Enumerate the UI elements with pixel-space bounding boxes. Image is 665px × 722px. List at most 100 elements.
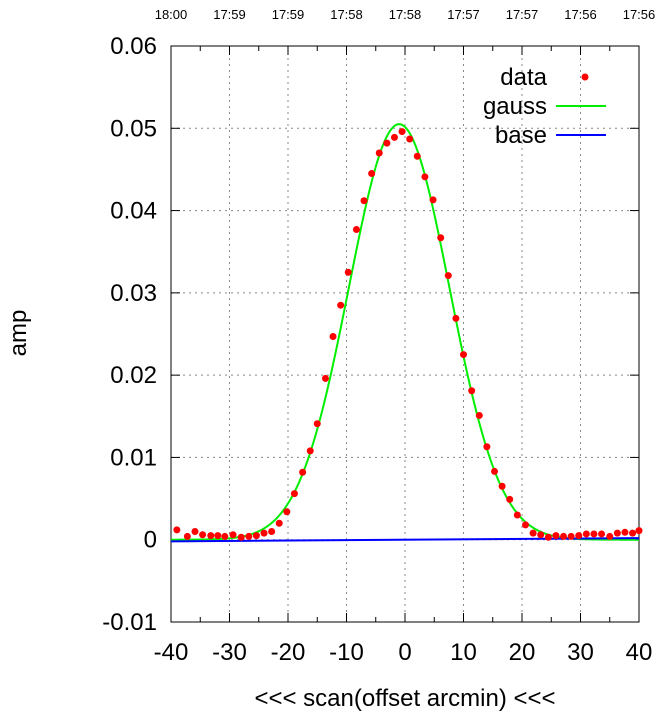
data-point [390,133,398,141]
legend-label: gauss [483,93,547,120]
data-point [452,314,460,322]
data-point [552,532,560,540]
top-time-label: 17:56 [564,7,597,22]
top-time-labels: 18:00 17:59 17:59 17:58 17:58 17:57 17:57 17:56… [155,7,656,22]
data-point [590,530,598,538]
x-tick-label: -20 [271,639,306,666]
data-point [368,170,376,178]
y-tick-label: 0 [144,527,157,554]
data-point [214,532,222,540]
data-point [229,531,237,539]
y-tick-label: 0.04 [110,198,157,225]
data-point [629,529,637,537]
data-point [183,532,191,540]
data-point [575,532,583,540]
data-point [191,527,199,535]
data-point [444,272,452,280]
data-point [582,530,590,538]
y-tick-labels: -0.01 0 0.01 0.02 0.03 0.04 0.05 0.06 [102,33,157,636]
data-point [406,135,414,143]
data-point [252,532,260,540]
x-tick-label: 0 [398,639,411,666]
data-point [598,530,606,538]
legend-label: base [495,122,547,149]
top-time-label: 17:58 [330,7,363,22]
data-point [260,529,268,537]
legend-marker [581,73,589,81]
x-tick-label: 40 [626,639,653,666]
data-point [522,521,530,529]
data-point [621,528,629,536]
y-tick-label: 0.02 [110,362,157,389]
data-point [606,532,614,540]
data-point [421,173,429,181]
data-point [329,332,337,340]
x-tick-label: -30 [212,639,247,666]
gauss-curve [171,123,639,541]
x-axis-title: <<< scan(offset arcmin) <<< [254,685,555,712]
data-point [283,508,291,516]
x-tick-label: 30 [567,639,594,666]
data-point [375,149,383,157]
x-tick-label: -10 [329,639,364,666]
data-point [290,490,298,498]
y-tick-label: -0.01 [102,609,157,636]
x-tick-labels: -40 -30 -20 -10 0 10 20 30 40 [154,639,653,666]
x-tick-label: 20 [509,639,536,666]
data-point [468,387,476,395]
data-point [413,152,421,160]
top-time-label: 17:58 [389,7,422,22]
data-points [173,128,643,541]
data-point [613,529,621,537]
data-point [344,268,352,276]
data-point [313,420,321,428]
x-tick-label: -40 [154,639,189,666]
data-point [483,443,491,451]
data-point [475,411,483,419]
data-point [221,532,229,540]
x-tick-label: 10 [450,639,477,666]
data-point [498,482,506,490]
data-point [544,533,552,541]
data-point [460,351,467,359]
y-tick-label: 0.05 [110,115,157,142]
data-point [299,468,307,476]
data-point [560,532,568,540]
top-time-label: 17:57 [506,7,539,22]
legend-label: data [500,64,547,91]
data-point [275,519,283,527]
data-point [537,531,545,539]
data-point [513,511,521,519]
data-point [506,495,514,503]
y-tick-label: 0.01 [110,444,157,471]
data-point [237,533,245,541]
y-tick-label: 0.06 [110,33,157,60]
y-axis-title: amp [5,310,32,357]
data-point [437,234,445,242]
y-tick-label: 0.03 [110,280,157,307]
data-point [352,226,360,233]
data-point [207,532,215,540]
data-point [321,374,329,382]
data-point [398,128,406,136]
data-point [199,531,207,539]
data-point [529,529,537,537]
data-point [429,196,437,204]
data-point [173,526,181,534]
data-point [360,197,368,205]
top-time-label: 17:59 [272,7,305,22]
top-time-label: 18:00 [155,7,188,22]
data-point [337,301,345,309]
data-point [245,532,253,540]
top-time-label: 17:59 [213,7,246,22]
top-time-label: 17:57 [447,7,480,22]
data-point [635,527,643,535]
data-point [268,527,276,535]
data-point [306,447,314,455]
top-time-label: 17:56 [623,7,656,22]
data-point [491,467,498,475]
data-point [383,139,391,147]
data-point [567,532,575,540]
